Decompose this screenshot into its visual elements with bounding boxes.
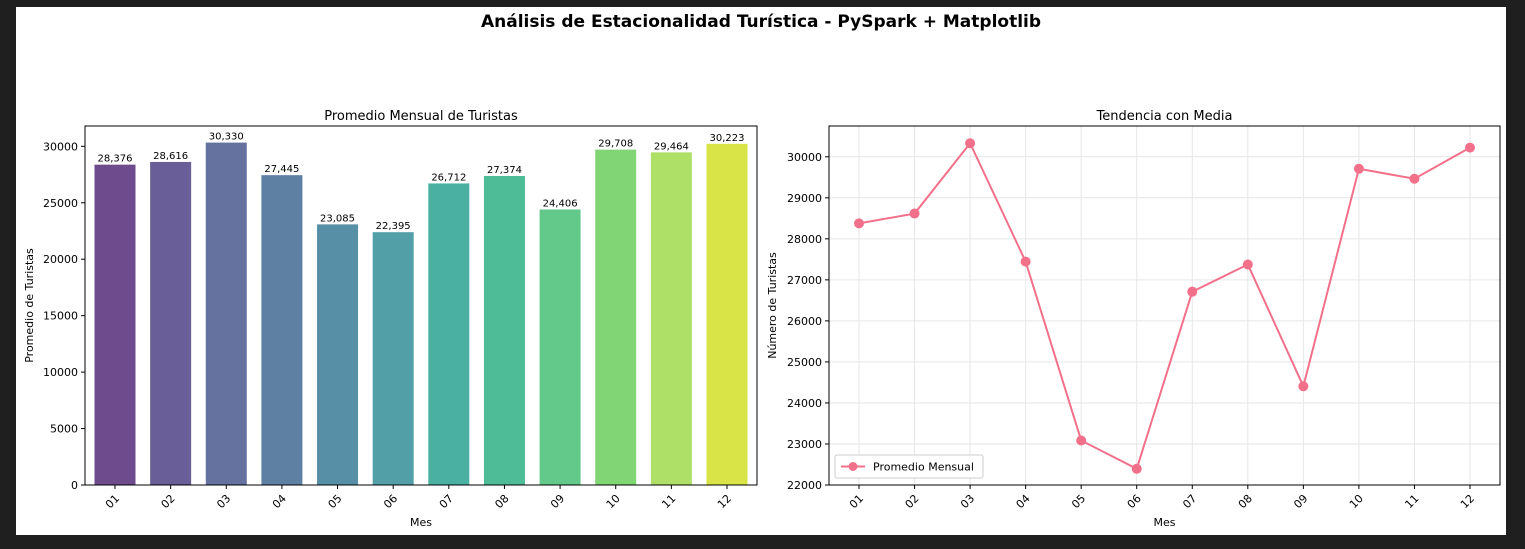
data-point	[1353, 163, 1364, 174]
x-tick-label: 08	[1236, 492, 1255, 511]
bar	[261, 175, 303, 486]
bar	[650, 152, 692, 485]
bar-chart-ylabel: Promedio de Turistas	[23, 248, 36, 363]
bar-value-label: 28,616	[153, 151, 188, 162]
bar-value-label: 22,395	[376, 221, 411, 232]
data-point	[854, 218, 864, 229]
x-tick-label: 02	[159, 492, 178, 511]
x-tick-label: 10	[1347, 492, 1366, 511]
bar-value-label: 23,085	[320, 213, 355, 224]
x-tick-label: 04	[1014, 492, 1033, 511]
line-chart-axes: 22000 23000 24000 25000 26000 27000 28000 29000…	[787, 125, 1501, 511]
data-point	[1465, 142, 1475, 153]
bar-value-label: 27,374	[487, 165, 522, 176]
data-point	[1298, 381, 1309, 392]
data-point	[1187, 286, 1198, 297]
y-tick-label: 22000	[787, 479, 822, 492]
bar-chart: Promedio Mensual de Turistas Mes Promedi…	[23, 109, 758, 529]
legend-marker-swatch	[848, 462, 858, 471]
y-tick-label: 5000	[50, 423, 78, 436]
plot-frame	[828, 125, 1501, 486]
y-tick-label: 0	[71, 479, 78, 492]
bar	[483, 175, 525, 485]
x-tick-label: 05	[326, 492, 345, 511]
y-tick-label: 28000	[787, 233, 822, 246]
x-tick-label: 06	[381, 492, 400, 511]
y-tick-label: 15000	[43, 310, 78, 323]
data-point	[965, 138, 976, 149]
y-tick-label: 29000	[787, 192, 822, 205]
x-tick-label: 06	[1125, 492, 1144, 511]
x-tick-label: 01	[847, 492, 866, 511]
x-tick-label: 03	[214, 492, 233, 511]
bar	[150, 161, 192, 485]
y-tick-label: 25000	[43, 197, 78, 210]
y-tick-label: 23000	[787, 438, 822, 451]
line-chart-ylabel: Número de Turistas	[766, 252, 779, 359]
legend-label: Promedio Mensual	[873, 461, 974, 474]
x-tick-label: 04	[270, 492, 289, 511]
bar	[205, 142, 247, 485]
x-tick-label: 09	[1291, 492, 1310, 511]
x-tick-label: 11	[1402, 492, 1421, 511]
x-tick-label: 09	[548, 492, 567, 511]
legend-box	[834, 454, 984, 479]
bar-value-label: 24,406	[543, 198, 578, 209]
bar-value-label: 30,223	[710, 133, 745, 144]
bar-chart-title: Promedio Mensual de Turistas	[324, 109, 518, 124]
y-tick-label: 27000	[787, 274, 822, 287]
line-chart-title: Tendencia con Media	[1096, 109, 1233, 124]
bar-value-label: 27,445	[264, 164, 299, 175]
bar-value-label: 28,376	[98, 154, 133, 165]
bar	[372, 232, 414, 485]
bar	[428, 183, 470, 485]
bar-value-label: 26,712	[431, 172, 466, 183]
bar-value-label: 30,330	[209, 132, 244, 143]
x-tick-label: 07	[1180, 492, 1199, 511]
bar-value-label: 29,464	[654, 141, 689, 152]
data-point	[1131, 463, 1142, 474]
line-chart-legend: Promedio Mensual	[834, 454, 984, 479]
figure: Análisis de Estacionalidad Turística - P…	[16, 7, 1506, 535]
y-tick-label: 10000	[43, 366, 78, 379]
y-tick-label: 24000	[787, 397, 822, 410]
line-chart-plot	[854, 138, 1475, 474]
series-line	[858, 141, 1471, 471]
bar	[317, 224, 359, 485]
bar-chart-bars: 28,376 28,616 30,330 27,445 23,085 22,395 26,7…	[94, 132, 748, 486]
y-tick-label: 30000	[787, 151, 822, 164]
line-chart-grid	[829, 126, 1500, 486]
plot-frame	[84, 125, 758, 486]
charts-canvas: Promedio Mensual de Turistas Mes Promedi…	[23, 109, 1501, 529]
x-tick-label: 12	[1458, 492, 1477, 511]
bar-value-label: 29,708	[598, 139, 633, 150]
bar-chart-xlabel: Mes	[410, 516, 432, 529]
x-tick-label: 11	[659, 492, 678, 511]
line-chart: Tendencia con Media Mes Número de Turist…	[766, 109, 1501, 529]
data-point	[1020, 256, 1031, 267]
data-point	[1242, 259, 1253, 270]
x-tick-label: 12	[715, 492, 734, 511]
bar	[706, 143, 748, 486]
y-tick-label: 25000	[787, 356, 822, 369]
figure-title: Análisis de Estacionalidad Turística - P…	[480, 12, 1042, 32]
line-chart-xlabel: Mes	[1154, 516, 1176, 529]
bar	[595, 149, 637, 485]
x-tick-label: 02	[903, 492, 922, 511]
x-tick-label: 07	[437, 492, 456, 511]
bar	[539, 209, 581, 485]
y-tick-label: 20000	[43, 253, 78, 266]
x-tick-label: 01	[103, 492, 122, 511]
x-tick-label: 03	[958, 492, 977, 511]
x-tick-label: 08	[492, 492, 511, 511]
data-point	[1409, 173, 1420, 184]
y-tick-label: 30000	[43, 140, 78, 153]
bar	[94, 164, 136, 485]
data-point	[1076, 435, 1087, 446]
x-tick-label: 05	[1069, 492, 1088, 511]
y-tick-label: 26000	[787, 315, 822, 328]
data-point	[909, 208, 920, 219]
x-tick-label: 10	[604, 492, 623, 511]
